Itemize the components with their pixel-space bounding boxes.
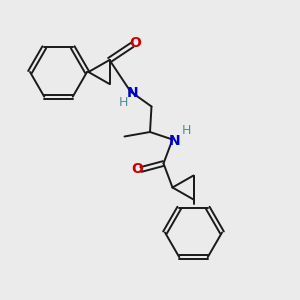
Text: N: N [169,134,180,148]
Text: O: O [131,162,143,176]
Text: H: H [181,124,191,137]
Text: H: H [118,95,128,109]
Text: N: N [127,86,139,100]
Text: O: O [130,36,142,50]
